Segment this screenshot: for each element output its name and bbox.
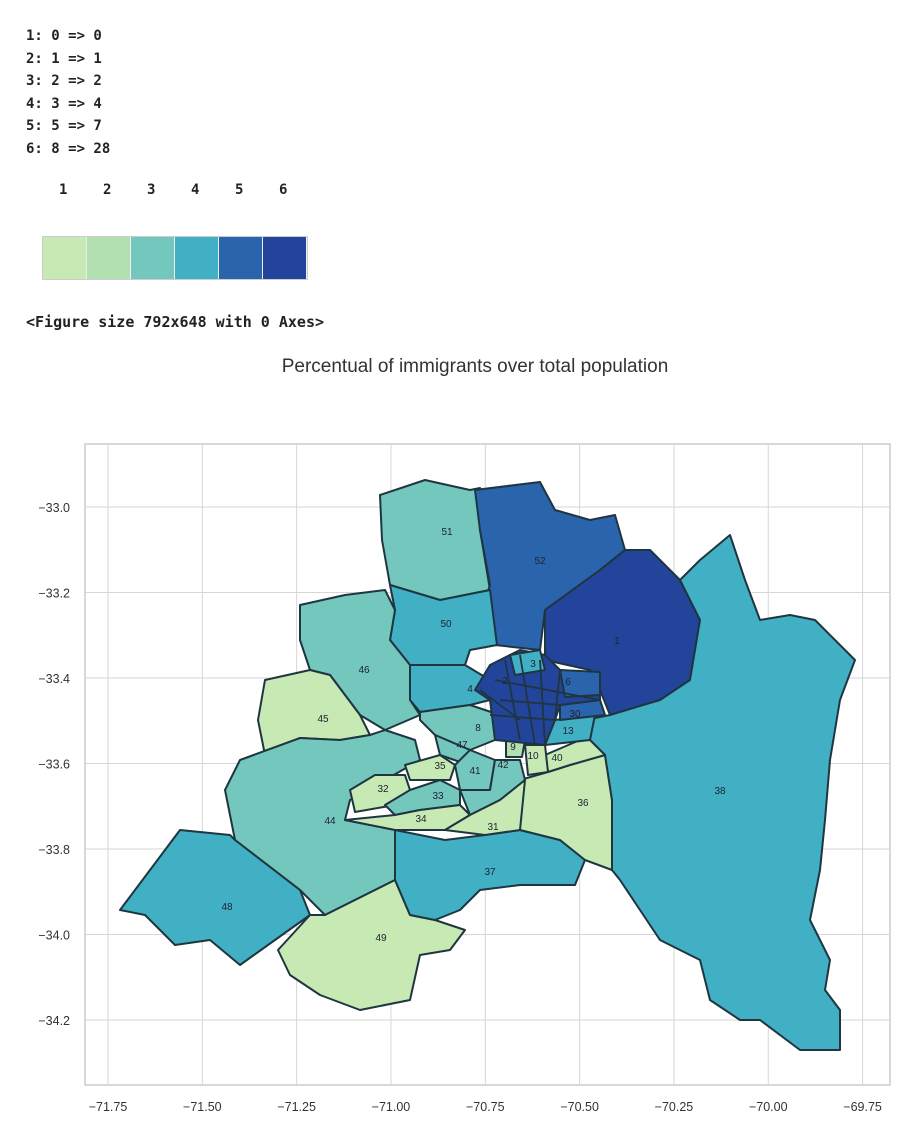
x-tick-label: −71.50 (183, 1100, 222, 1114)
legend-swatch (175, 237, 219, 279)
region-31[interactable] (444, 779, 526, 836)
x-tick-label: −69.75 (843, 1100, 882, 1114)
x-tick-label: −71.75 (89, 1100, 128, 1114)
x-tick-label: −70.00 (749, 1100, 788, 1114)
figure-repr: <Figure size 792x648 with 0 Axes> (26, 313, 325, 331)
commune-border (504, 659, 521, 741)
region-label: 49 (375, 933, 387, 944)
commune-border (489, 714, 556, 721)
region-label: 32 (377, 784, 389, 795)
commune-border (519, 654, 536, 746)
legend-swatch (131, 237, 175, 279)
legend-label: 4 (191, 182, 200, 198)
commune-border (539, 659, 546, 746)
region-49[interactable] (277, 879, 466, 1011)
legend-swatch (43, 237, 87, 279)
legend-label: 1 (59, 182, 68, 198)
bin-line: 5: 5 => 7 (26, 118, 102, 134)
legend-label: 6 (279, 182, 288, 198)
bin-line: 1: 0 => 0 (26, 28, 102, 44)
region-label: 44 (324, 816, 336, 827)
region-3[interactable] (509, 649, 546, 676)
bin-line: 3: 2 => 2 (26, 73, 102, 89)
commune-border (499, 699, 561, 706)
legend-label: 2 (103, 182, 112, 198)
legend-label: 5 (235, 182, 244, 198)
x-tick-label: −70.50 (560, 1100, 599, 1114)
commune-border (554, 669, 561, 721)
region-label: 46 (358, 665, 370, 676)
region-label: 9 (510, 742, 516, 753)
commune-border (479, 689, 521, 721)
region-34[interactable] (344, 804, 471, 831)
bin-line: 2: 1 => 1 (26, 50, 102, 67)
y-tick-label: −33.8 (38, 843, 70, 857)
region-label: 50 (440, 619, 452, 630)
y-tick-label: −33.6 (38, 758, 70, 772)
bins-output: 1: 0 => 0 2: 1 => 1 3: 2 => 2 4: 3 => 4 5: 5… (26, 25, 110, 160)
region-label: 45 (317, 714, 329, 725)
region-38[interactable] (584, 534, 856, 1051)
map-title: Percentual of immigrants over total popu… (281, 356, 669, 377)
region-label: 2 (502, 676, 508, 687)
region-label: 33 (432, 791, 444, 802)
region-label: 6 (565, 677, 571, 688)
region-51[interactable] (379, 479, 491, 601)
region-48[interactable] (119, 829, 311, 966)
bin-line: 4: 3 => 4 (26, 95, 102, 112)
region-8[interactable] (419, 704, 501, 751)
region-label: 36 (577, 798, 589, 809)
region-label: 1 (614, 636, 620, 647)
legend-label: 3 (147, 182, 156, 198)
y-tick-label: −33.2 (38, 587, 70, 601)
region-label: 4 (467, 684, 473, 695)
region-label: 51 (441, 527, 453, 538)
region-6[interactable] (559, 669, 601, 698)
region-label: 30 (569, 709, 581, 720)
region-label: 47 (456, 740, 468, 751)
region-label: 40 (551, 753, 563, 764)
x-tick-label: −70.25 (655, 1100, 694, 1114)
legend-swatch (87, 237, 131, 279)
region-label: 52 (534, 556, 546, 567)
region-label: 42 (497, 760, 509, 771)
color-legend (42, 236, 308, 280)
region-label: 34 (415, 814, 427, 825)
region-4[interactable] (409, 664, 491, 713)
region-label: 3 (530, 659, 536, 670)
bin-line: 6: 8 => 28 (26, 140, 111, 157)
region-label: 8 (475, 723, 481, 734)
legend-swatch (219, 237, 263, 279)
x-tick-label: −71.00 (372, 1100, 411, 1114)
region-label: 48 (221, 902, 233, 913)
region-label: 38 (714, 786, 726, 797)
region-label: 10 (527, 751, 539, 762)
legend-swatch (263, 237, 307, 279)
x-tick-label: −70.75 (466, 1100, 505, 1114)
y-tick-label: −33.0 (38, 501, 70, 515)
region-label: 37 (484, 867, 496, 878)
region-label: 31 (487, 822, 499, 833)
y-tick-label: −34.2 (38, 1014, 70, 1028)
x-tick-label: −71.25 (277, 1100, 316, 1114)
region-label: 13 (562, 726, 574, 737)
region-label: 35 (434, 761, 446, 772)
commune-border (494, 679, 601, 701)
y-tick-label: −34.0 (38, 929, 70, 943)
region-35[interactable] (404, 754, 456, 781)
region-label: 41 (469, 766, 481, 777)
y-tick-label: −33.4 (38, 672, 70, 686)
